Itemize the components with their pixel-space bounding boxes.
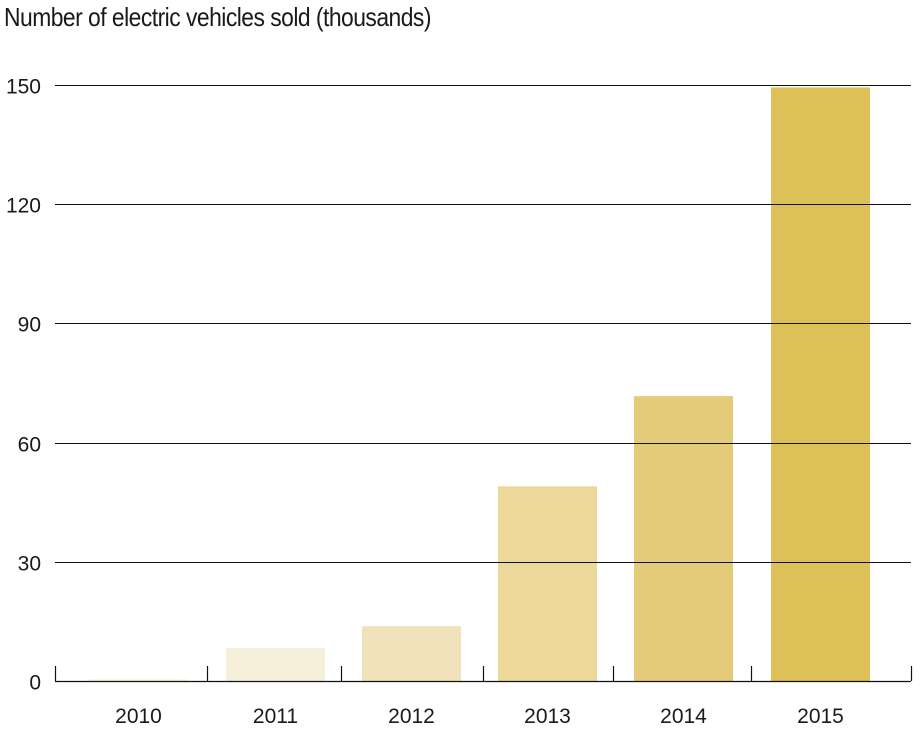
x-tick-label: 2013 [524,705,571,728]
y-tick-label: 0 [29,672,41,695]
y-tick-label: 150 [6,76,41,99]
bars-group [89,87,870,681]
x-tick-label: 2012 [388,705,435,728]
bar-2012 [362,626,461,681]
y-tick-labels-group: 0 30 60 90 120 150 [6,76,41,695]
bar-2013 [498,486,597,681]
x-tick-label: 2015 [797,705,844,728]
y-tick-label: 30 [18,553,41,576]
x-tick-label: 2014 [660,705,707,728]
y-tick-label: 60 [18,434,41,457]
x-tick-labels-group: 2010 2011 2012 2013 2014 2015 [115,705,844,728]
chart-title: Number of electric vehicles sold (thousa… [4,2,431,32]
bar-2011 [226,648,325,681]
y-tick-label: 90 [18,314,41,337]
y-tick-label: 120 [6,195,41,218]
bar-2015 [771,87,870,681]
gridlines-group [55,85,911,563]
bar-2014 [634,396,733,681]
x-axis-group [54,666,913,683]
x-tick-label: 2011 [253,705,298,728]
x-tick-label: 2010 [115,705,162,728]
bar-2010 [89,679,188,681]
